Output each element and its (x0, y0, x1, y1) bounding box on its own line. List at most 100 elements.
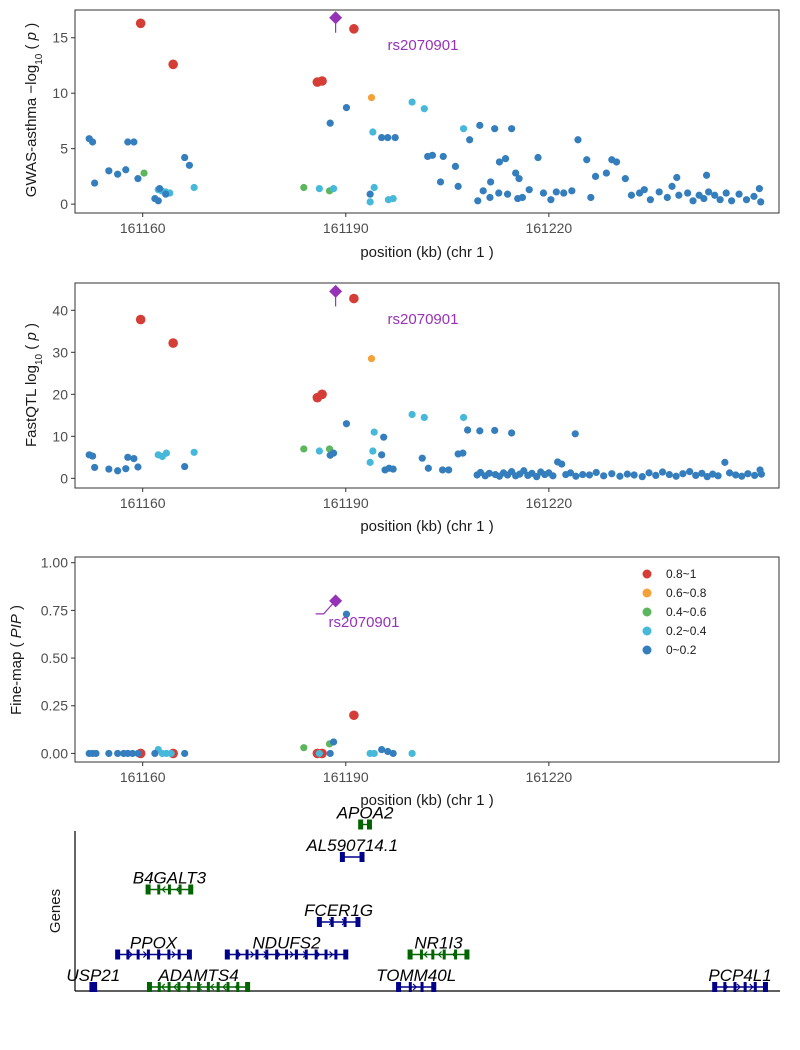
lead-snp-marker (329, 284, 343, 298)
gene-exon (177, 982, 181, 992)
y-tick-label: 40 (52, 302, 68, 318)
gene-exon (359, 852, 365, 862)
y-tick-label: 0 (60, 470, 68, 486)
gene-exon (92, 982, 98, 992)
data-point (702, 171, 711, 179)
data-point (326, 119, 334, 127)
panel-gwas-xlabel: position (kb) (chr 1 ) (360, 244, 493, 261)
lead-snp-label: rs2070901 (388, 37, 459, 54)
x-tick-label: 161220 (525, 220, 572, 236)
data-point (135, 18, 146, 29)
gene-strand-arrow (160, 983, 166, 991)
gene-exon (407, 949, 413, 960)
data-point (689, 197, 697, 205)
data-point (181, 749, 189, 758)
data-point (378, 746, 386, 754)
data-point (520, 467, 528, 475)
data-point (623, 470, 631, 478)
gene-exon (753, 982, 757, 992)
data-point (600, 472, 608, 480)
panel-finemap-yticks: 0.00 0.25 0.50 0.75 1.00 (41, 555, 75, 761)
data-point (315, 184, 323, 193)
panel-finemap-xticks: 161160 161190 161220 (120, 762, 572, 785)
gene-exon (285, 949, 289, 960)
data-point (572, 472, 580, 480)
data-point (114, 749, 122, 758)
x-tick-label: 161220 (525, 495, 572, 511)
data-point (329, 449, 338, 457)
gene-exon (454, 949, 458, 960)
gene-exon (420, 982, 424, 992)
data-point (366, 198, 374, 206)
panel-gwas-lead: rs2070901 (329, 11, 458, 54)
data-point (587, 193, 595, 202)
data-point (366, 458, 374, 466)
lead-snp-marker (329, 594, 343, 608)
panel-genes: APOA2 AL590714.1 B4GALT3 FCER1G PPOX NDUFS2 NR… (47, 804, 780, 992)
data-point (716, 196, 724, 204)
data-point (329, 184, 338, 193)
data-point (735, 190, 743, 198)
data-point (757, 470, 766, 478)
data-point (592, 468, 600, 477)
data-point (384, 133, 392, 142)
data-point (342, 610, 351, 618)
y-tick-label: 0.00 (41, 745, 68, 761)
gene-label: USP21 (66, 966, 120, 985)
data-point (585, 471, 594, 479)
data-point (105, 167, 113, 175)
gene-label: NDUFS2 (253, 934, 322, 953)
gene-fcer1g: FCER1G (304, 901, 373, 927)
gene-exon (324, 949, 328, 960)
data-point (370, 183, 378, 192)
gene-strand-arrow (173, 983, 178, 991)
y-tick-label: 0 (60, 196, 68, 212)
panel-gwas: 161160 161190 161220 0 5 10 15 rs2070901 posi… (23, 9, 780, 261)
data-point (698, 469, 706, 477)
data-point (300, 744, 308, 752)
gene-strand-arrow (289, 951, 294, 958)
data-point (495, 158, 504, 166)
data-point (154, 197, 162, 205)
gene-strand-arrow (128, 951, 133, 958)
gene-strand-arrow (250, 951, 255, 958)
gene-exon (167, 949, 171, 960)
gene-exon (723, 982, 727, 992)
gene-exon (431, 949, 435, 960)
panel-fastqtl-ylabel: FastQTL log10 ( p ) (23, 323, 45, 447)
y-tick-label: 5 (60, 141, 68, 157)
data-point (418, 454, 426, 462)
gene-exon (167, 884, 171, 895)
panel-fastqtl-xlabel: position (kb) (chr 1 ) (360, 518, 493, 535)
data-point (380, 433, 388, 441)
data-point (445, 466, 453, 474)
data-point (579, 470, 587, 479)
lead-snp-stem (315, 603, 334, 615)
gene-label: FCER1G (304, 901, 373, 920)
data-point (525, 186, 533, 194)
data-point (474, 197, 482, 205)
data-point (591, 172, 600, 180)
data-point (378, 133, 386, 142)
y-tick-label: 1.00 (41, 555, 68, 571)
data-point (640, 186, 648, 194)
data-point (424, 464, 432, 472)
data-point (495, 189, 503, 197)
gene-strand-arrow (157, 951, 162, 958)
data-point (574, 136, 582, 144)
gene-exon (206, 982, 210, 992)
gene-exon (157, 982, 161, 992)
panel-gwas-points (85, 18, 765, 206)
gene-strand-arrow (222, 983, 227, 991)
gene-exon (157, 884, 161, 895)
data-point (665, 470, 673, 479)
gene-apoa2: APOA2 (336, 804, 394, 830)
data-point (317, 389, 327, 400)
data-point (438, 466, 447, 474)
data-point (602, 169, 610, 177)
gene-tomm40l: TOMM40L (376, 966, 456, 992)
gene-strand-arrow (437, 951, 442, 958)
data-point (124, 138, 132, 146)
